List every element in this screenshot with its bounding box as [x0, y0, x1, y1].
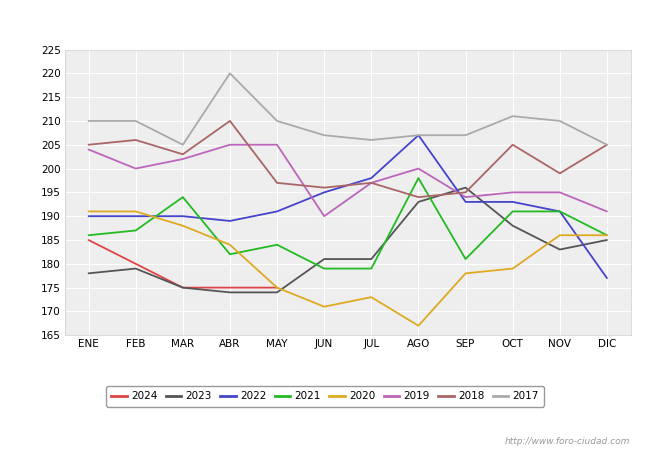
Text: http://www.foro-ciudad.com: http://www.foro-ciudad.com [505, 436, 630, 446]
Text: Afiliados en Puebla de la Reina a 31/5/2024: Afiliados en Puebla de la Reina a 31/5/2… [151, 16, 499, 31]
Legend: 2024, 2023, 2022, 2021, 2020, 2019, 2018, 2017: 2024, 2023, 2022, 2021, 2020, 2019, 2018… [106, 386, 544, 406]
